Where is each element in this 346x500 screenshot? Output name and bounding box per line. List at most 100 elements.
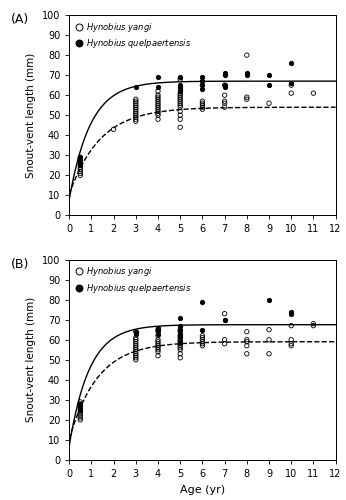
Point (222, 81, 227, 89)
Point (155, 91, 161, 99)
Point (177, 336, 183, 344)
Point (133, 354, 138, 362)
Point (155, 109, 161, 117)
Point (155, 344, 161, 351)
Point (133, 344, 138, 351)
Point (155, 97, 161, 105)
Point (78, 404, 83, 412)
Point (200, 340, 205, 347)
Point (311, 322, 316, 330)
Point (200, 103, 205, 111)
Point (78, 400, 83, 408)
Point (222, 69, 227, 77)
Point (133, 117, 138, 125)
Point (177, 354, 183, 362)
Point (155, 328, 161, 336)
Point (177, 101, 183, 109)
Point (244, 69, 249, 77)
Point (155, 87, 161, 95)
Point (155, 107, 161, 115)
Point (311, 89, 316, 97)
Point (155, 93, 161, 101)
Point (222, 336, 227, 344)
Point (266, 336, 272, 344)
Point (155, 338, 161, 345)
Point (200, 298, 205, 306)
Point (177, 91, 183, 99)
Point (177, 83, 183, 91)
X-axis label: Age (yr): Age (yr) (180, 484, 225, 494)
Point (78, 172, 83, 179)
Point (78, 160, 83, 168)
Point (78, 154, 83, 162)
Point (244, 328, 249, 336)
Point (222, 83, 227, 91)
Point (289, 79, 294, 87)
Point (200, 342, 205, 349)
Point (177, 97, 183, 105)
Point (133, 95, 138, 103)
Point (200, 332, 205, 340)
Point (133, 336, 138, 344)
Point (155, 330, 161, 338)
Point (133, 330, 138, 338)
Point (177, 346, 183, 354)
Point (155, 346, 161, 354)
Point (266, 99, 272, 107)
Point (177, 334, 183, 342)
Point (266, 350, 272, 358)
Point (78, 410, 83, 418)
Point (222, 71, 227, 79)
Point (78, 406, 83, 414)
Point (155, 83, 161, 91)
Point (155, 342, 161, 349)
Point (177, 124, 183, 132)
Point (133, 111, 138, 119)
Point (177, 332, 183, 340)
Point (177, 342, 183, 349)
Point (133, 342, 138, 349)
Point (177, 103, 183, 111)
Point (289, 59, 294, 67)
Point (155, 326, 161, 334)
Point (177, 328, 183, 336)
Point (78, 412, 83, 420)
Point (155, 336, 161, 344)
Point (177, 326, 183, 334)
Legend: $\it{Hynobius}$ $\it{yangi}$, $\it{Hynobius}$ $\it{quelpaertensis}$: $\it{Hynobius}$ $\it{yangi}$, $\it{Hynob… (73, 19, 193, 52)
Point (78, 162, 83, 170)
Point (200, 81, 205, 89)
Point (289, 340, 294, 347)
Point (133, 348, 138, 356)
Point (177, 326, 183, 334)
Point (200, 77, 205, 85)
Point (244, 93, 249, 101)
Point (244, 350, 249, 358)
Point (133, 115, 138, 123)
Point (155, 105, 161, 113)
Point (222, 310, 227, 318)
Point (244, 338, 249, 345)
Point (133, 334, 138, 342)
Point (133, 101, 138, 109)
Point (177, 330, 183, 338)
Point (155, 101, 161, 109)
Point (177, 107, 183, 115)
Point (133, 105, 138, 113)
Point (78, 398, 83, 406)
Point (244, 342, 249, 349)
Point (177, 85, 183, 93)
Point (222, 316, 227, 324)
Point (78, 170, 83, 177)
Point (155, 111, 161, 119)
Point (78, 154, 83, 162)
Point (289, 322, 294, 330)
Point (200, 334, 205, 342)
Point (222, 316, 227, 324)
Legend: $\it{Hynobius}$ $\it{yangi}$, $\it{Hynobius}$ $\it{quelpaertensis}$: $\it{Hynobius}$ $\it{yangi}$, $\it{Hynob… (73, 264, 193, 296)
Point (177, 93, 183, 101)
Point (177, 81, 183, 89)
Point (78, 156, 83, 164)
Point (200, 81, 205, 89)
Point (133, 346, 138, 354)
